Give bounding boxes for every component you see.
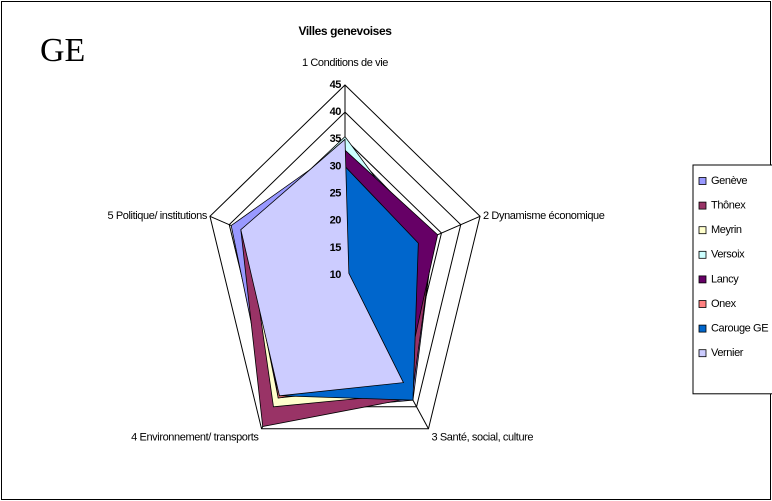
legend-label: Lancy	[711, 273, 739, 285]
y-tick-label: 30	[330, 160, 342, 172]
legend-swatch	[698, 226, 707, 235]
legend-label: Meyrin	[711, 224, 742, 236]
legend-swatch	[698, 300, 707, 308]
category-label: 2 Dynamisme économique	[483, 210, 605, 222]
legend-label: Thônex	[711, 200, 746, 212]
category-label: 5 Politique/ institutions	[107, 210, 207, 222]
legend-label: Vernier	[711, 347, 744, 359]
legend-swatch	[698, 250, 707, 259]
y-tick-label: 35	[330, 133, 342, 145]
legend-swatch	[698, 177, 707, 185]
legend-swatch	[698, 275, 707, 284]
legend-swatch	[698, 201, 707, 210]
legend-label: Genève	[711, 175, 747, 187]
legend-label: Carouge GE	[711, 323, 768, 335]
corner-label: GE	[40, 32, 85, 69]
y-tick-label: 15	[330, 242, 342, 254]
y-tick-label: 40	[330, 106, 342, 118]
legend-swatch	[698, 324, 707, 333]
y-tick-label: 25	[330, 187, 342, 199]
category-label: 4 Environnement/ transports	[131, 432, 259, 444]
y-tick-label: 45	[330, 79, 342, 91]
y-tick-label: 20	[330, 215, 342, 227]
legend-label: Versoix	[711, 249, 745, 261]
grid-ring	[209, 84, 481, 430]
y-tick-label: 10	[330, 269, 342, 281]
legend-swatch	[698, 349, 707, 358]
series-area	[240, 138, 405, 397]
category-label: 3 Santé, social, culture	[431, 432, 533, 444]
legend-label: Onex	[711, 298, 737, 310]
category-label: 1 Conditions de vie	[302, 57, 388, 69]
chart-title: Villes genevoises	[298, 24, 392, 38]
